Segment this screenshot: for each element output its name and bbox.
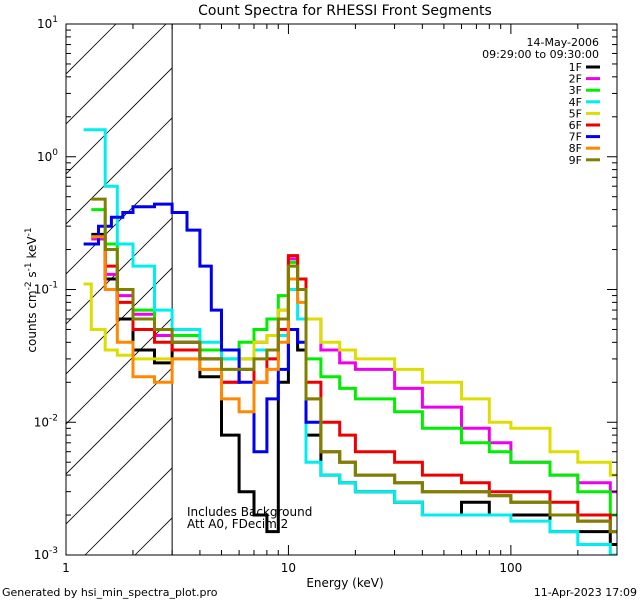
hatch-line [66,24,167,125]
y-tick-label: 10-2 [34,413,58,429]
legend-label-3f: 3F [569,84,582,97]
series-line-2f [91,237,617,494]
x-tick-label: 1 [62,561,70,575]
legend-label-5f: 5F [569,107,582,120]
y-tick-label: 100 [37,148,58,164]
chart-title: Count Spectra for RHESSI Front Segments [198,3,492,19]
footer-timestamp: 11-Apr-2023 17:09 [534,586,637,599]
series-line-6f [91,235,617,534]
hatch-line [66,217,173,325]
hatch-line [66,67,173,175]
series-line-5f [83,264,617,477]
y-tick-label: 101 [37,15,58,31]
legend-label-9f: 9F [569,154,582,167]
hatch-line [66,367,173,475]
legend-label-8f: 8F [569,142,582,155]
x-tick-label: 10 [281,561,296,575]
legend-label-4f: 4F [569,96,582,109]
plot-frame [65,23,618,556]
series-line-9f [91,197,617,534]
footer-generated-by: Generated by hsi_min_spectra_plot.pro [2,586,218,599]
hatch-line [66,267,173,375]
legend-label-1f: 1F [569,61,582,74]
y-axis-label: counts cm-2 s-1 keV-1 [24,227,39,352]
hatched-region [66,24,173,555]
y-tick-label: 10-1 [34,281,58,297]
hatch-line [66,417,173,525]
series-line-4f [83,128,617,555]
legend-label-7f: 7F [569,131,582,144]
annotation-attenuator: Att A0, FDecim 2 [187,517,288,531]
y-tick-label: 10-3 [34,546,58,562]
legend-label-2f: 2F [569,73,582,86]
series-group [83,128,617,555]
x-axis-label: Energy (keV) [306,576,383,590]
legend-label-6f: 6F [569,119,582,132]
time-range-label: 09:29:00 to 09:30:00 [482,48,599,61]
hatch-line [84,467,173,555]
date-label: 14-May-2006 [527,36,599,49]
annotation-background: Includes Background [187,505,312,519]
x-tick-label: 100 [499,561,522,575]
hatch-line [66,24,117,75]
y-axis-ticks: 10-3 10-2 10-1 100 101 [34,15,617,562]
